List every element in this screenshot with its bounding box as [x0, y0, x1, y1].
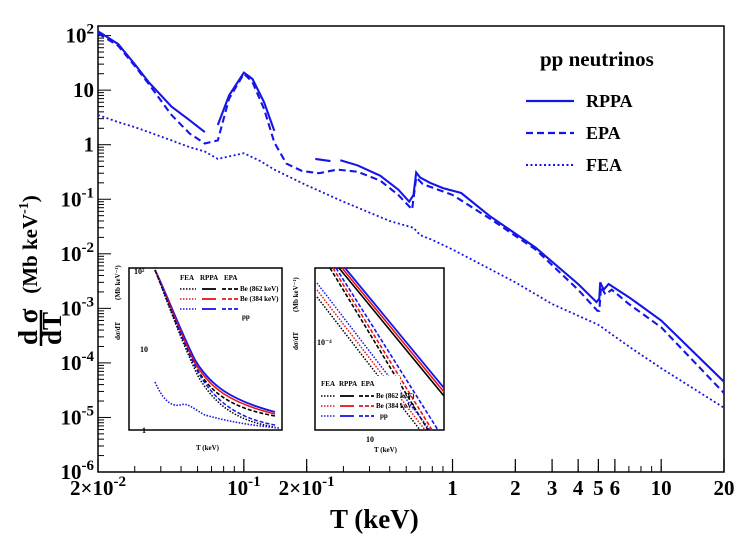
inset2-leg-be862: Be (862 keV): [376, 392, 415, 400]
series-line-rppa: [97, 30, 206, 133]
inset1-leg-be384: Be (384 keV): [240, 295, 279, 303]
legend: RPPA EPA FEA: [526, 91, 633, 175]
inset1-ytick-10: 10: [140, 345, 148, 354]
inset1-ylabel: dσ/dT: [114, 321, 122, 340]
inset2-xlabel: T (keV): [374, 446, 398, 454]
series-line-rppa: [216, 71, 276, 132]
y-tick-label: 10: [73, 78, 94, 102]
y-tick-label: 102: [66, 22, 95, 48]
inset1-leg-be862: Be (862 keV): [240, 285, 279, 293]
x-tick-label: 6: [610, 476, 621, 500]
y-tick-label: 10-1: [61, 185, 95, 211]
inset1-xlabel: T (keV): [196, 444, 220, 452]
x-tick-label: 4: [573, 476, 584, 500]
inset2-leg-be384: Be (384 keV): [376, 402, 415, 410]
inset2-leg-fea: FEA: [321, 380, 335, 388]
x-tick-label: 3: [547, 476, 558, 500]
y-axis-label: d σ (Mb keV-1) dT: [13, 195, 67, 346]
inset-1: 10² 10 1 dσ/dT (Mb keV⁻¹) T (keV) FEA RP…: [114, 265, 283, 452]
inset1-leg-fea: FEA: [180, 274, 194, 282]
inset2-xtick: 10: [366, 435, 374, 444]
y-tick-label: 1: [84, 133, 95, 157]
legend-label-epa: EPA: [586, 123, 621, 143]
series-line-epa: [97, 32, 725, 394]
inset2-yunit: (Mb keV⁻¹): [292, 277, 300, 312]
inset1-ytick-1: 1: [142, 426, 146, 435]
y-axis: 102 10 1 10-1 10-2 10-3 10-4 10-5 10-6: [61, 22, 111, 484]
inset1-ytick-100: 10²: [134, 267, 145, 276]
inset2-ylabel: dσ/dT: [292, 331, 300, 350]
inset-2: 10⁻⁴ dσ/dT (Mb keV⁻¹) 10 T (keV) FEA RPP…: [292, 267, 445, 454]
x-tick-label: 1: [447, 476, 458, 500]
x-tick-label: 10-1: [227, 474, 261, 500]
inset2-leg-epa: EPA: [361, 380, 374, 388]
x-tick-label: 2×10-1: [279, 474, 335, 500]
y-tick-label: 10-4: [61, 349, 95, 375]
inset2-leg-rppa: RPPA: [339, 380, 357, 388]
y-tick-label: 10-6: [61, 458, 95, 484]
y-tick-label: 10-3: [61, 294, 95, 320]
legend-label-rppa: RPPA: [586, 91, 633, 111]
x-tick-label: 10: [651, 476, 672, 500]
plot-frame: [97, 25, 725, 473]
svg-text:d σ (Mb keV-1): d σ (Mb keV-1): [13, 195, 43, 345]
x-tick-label: 2×10-2: [70, 474, 126, 500]
y-tick-label: 10-5: [61, 403, 95, 429]
inset2-leg-pp: pp: [380, 412, 388, 420]
x-axis-label: T (keV): [330, 504, 419, 534]
series-line-fea: [97, 114, 725, 409]
inset1-leg-epa: EPA: [224, 274, 237, 282]
inset1-yunit: (Mb keV⁻¹): [114, 265, 122, 300]
inset2-ytick: 10⁻⁴: [317, 338, 332, 347]
legend-label-fea: FEA: [586, 155, 622, 175]
inset1-leg-pp: pp: [242, 313, 250, 321]
series-line-rppa: [339, 159, 725, 383]
main-series: [97, 30, 725, 409]
x-tick-label: 20: [714, 476, 735, 500]
inset1-leg-rppa: RPPA: [200, 274, 218, 282]
x-axis: 2×10-2 10-1 2×10-1 1 2 3 4 5 6 10 20: [70, 459, 735, 500]
y-tick-label: 10-2: [61, 240, 95, 266]
x-tick-label: 5: [593, 476, 604, 500]
series-line-rppa: [315, 157, 331, 163]
x-tick-label: 2: [510, 476, 521, 500]
legend-title: pp neutrinos: [540, 47, 654, 71]
